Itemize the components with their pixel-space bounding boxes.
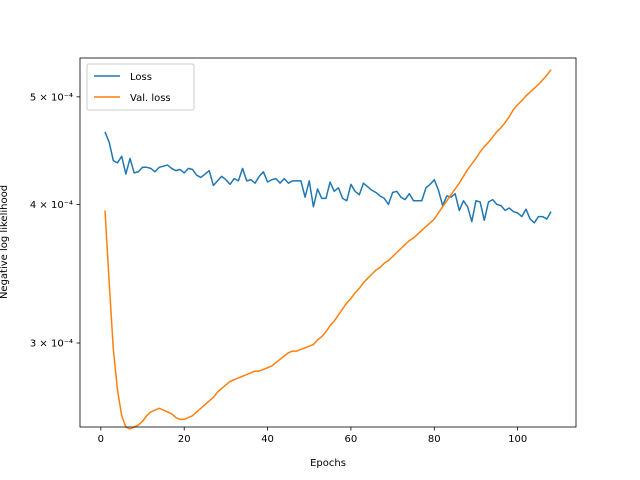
x-tick-label: 60 [345, 434, 358, 445]
x-axis-ticks: 0 20 40 60 80 100 [98, 427, 527, 445]
y-tick-label: 3 × 10⁻⁴ [30, 338, 73, 349]
x-tick-label: 20 [178, 434, 191, 445]
legend-label-1: Val. loss [130, 93, 171, 104]
x-tick-label: 0 [98, 434, 104, 445]
x-tick-label: 80 [428, 434, 441, 445]
series-line-1 [104, 69, 552, 430]
y-tick-label: 4 × 10⁻⁴ [30, 200, 73, 211]
y-tick-label: 5 × 10⁻⁴ [30, 92, 73, 103]
x-tick-label: 100 [508, 434, 527, 445]
series-layer [104, 69, 552, 430]
legend-label-0: Loss [130, 72, 152, 83]
y-axis-label: Negative log likelihood [0, 185, 10, 299]
plot-area [80, 58, 576, 427]
x-tick-label: 40 [261, 434, 274, 445]
legend: Loss Val. loss [86, 63, 195, 111]
series-line-0 [104, 131, 552, 224]
y-axis-ticks: 3 × 10⁻⁴ 4 × 10⁻⁴ 5 × 10⁻⁴ [30, 92, 80, 349]
plot-frame [79, 57, 577, 428]
axes-layer [79, 57, 577, 428]
x-axis-label: Epochs [310, 458, 346, 469]
